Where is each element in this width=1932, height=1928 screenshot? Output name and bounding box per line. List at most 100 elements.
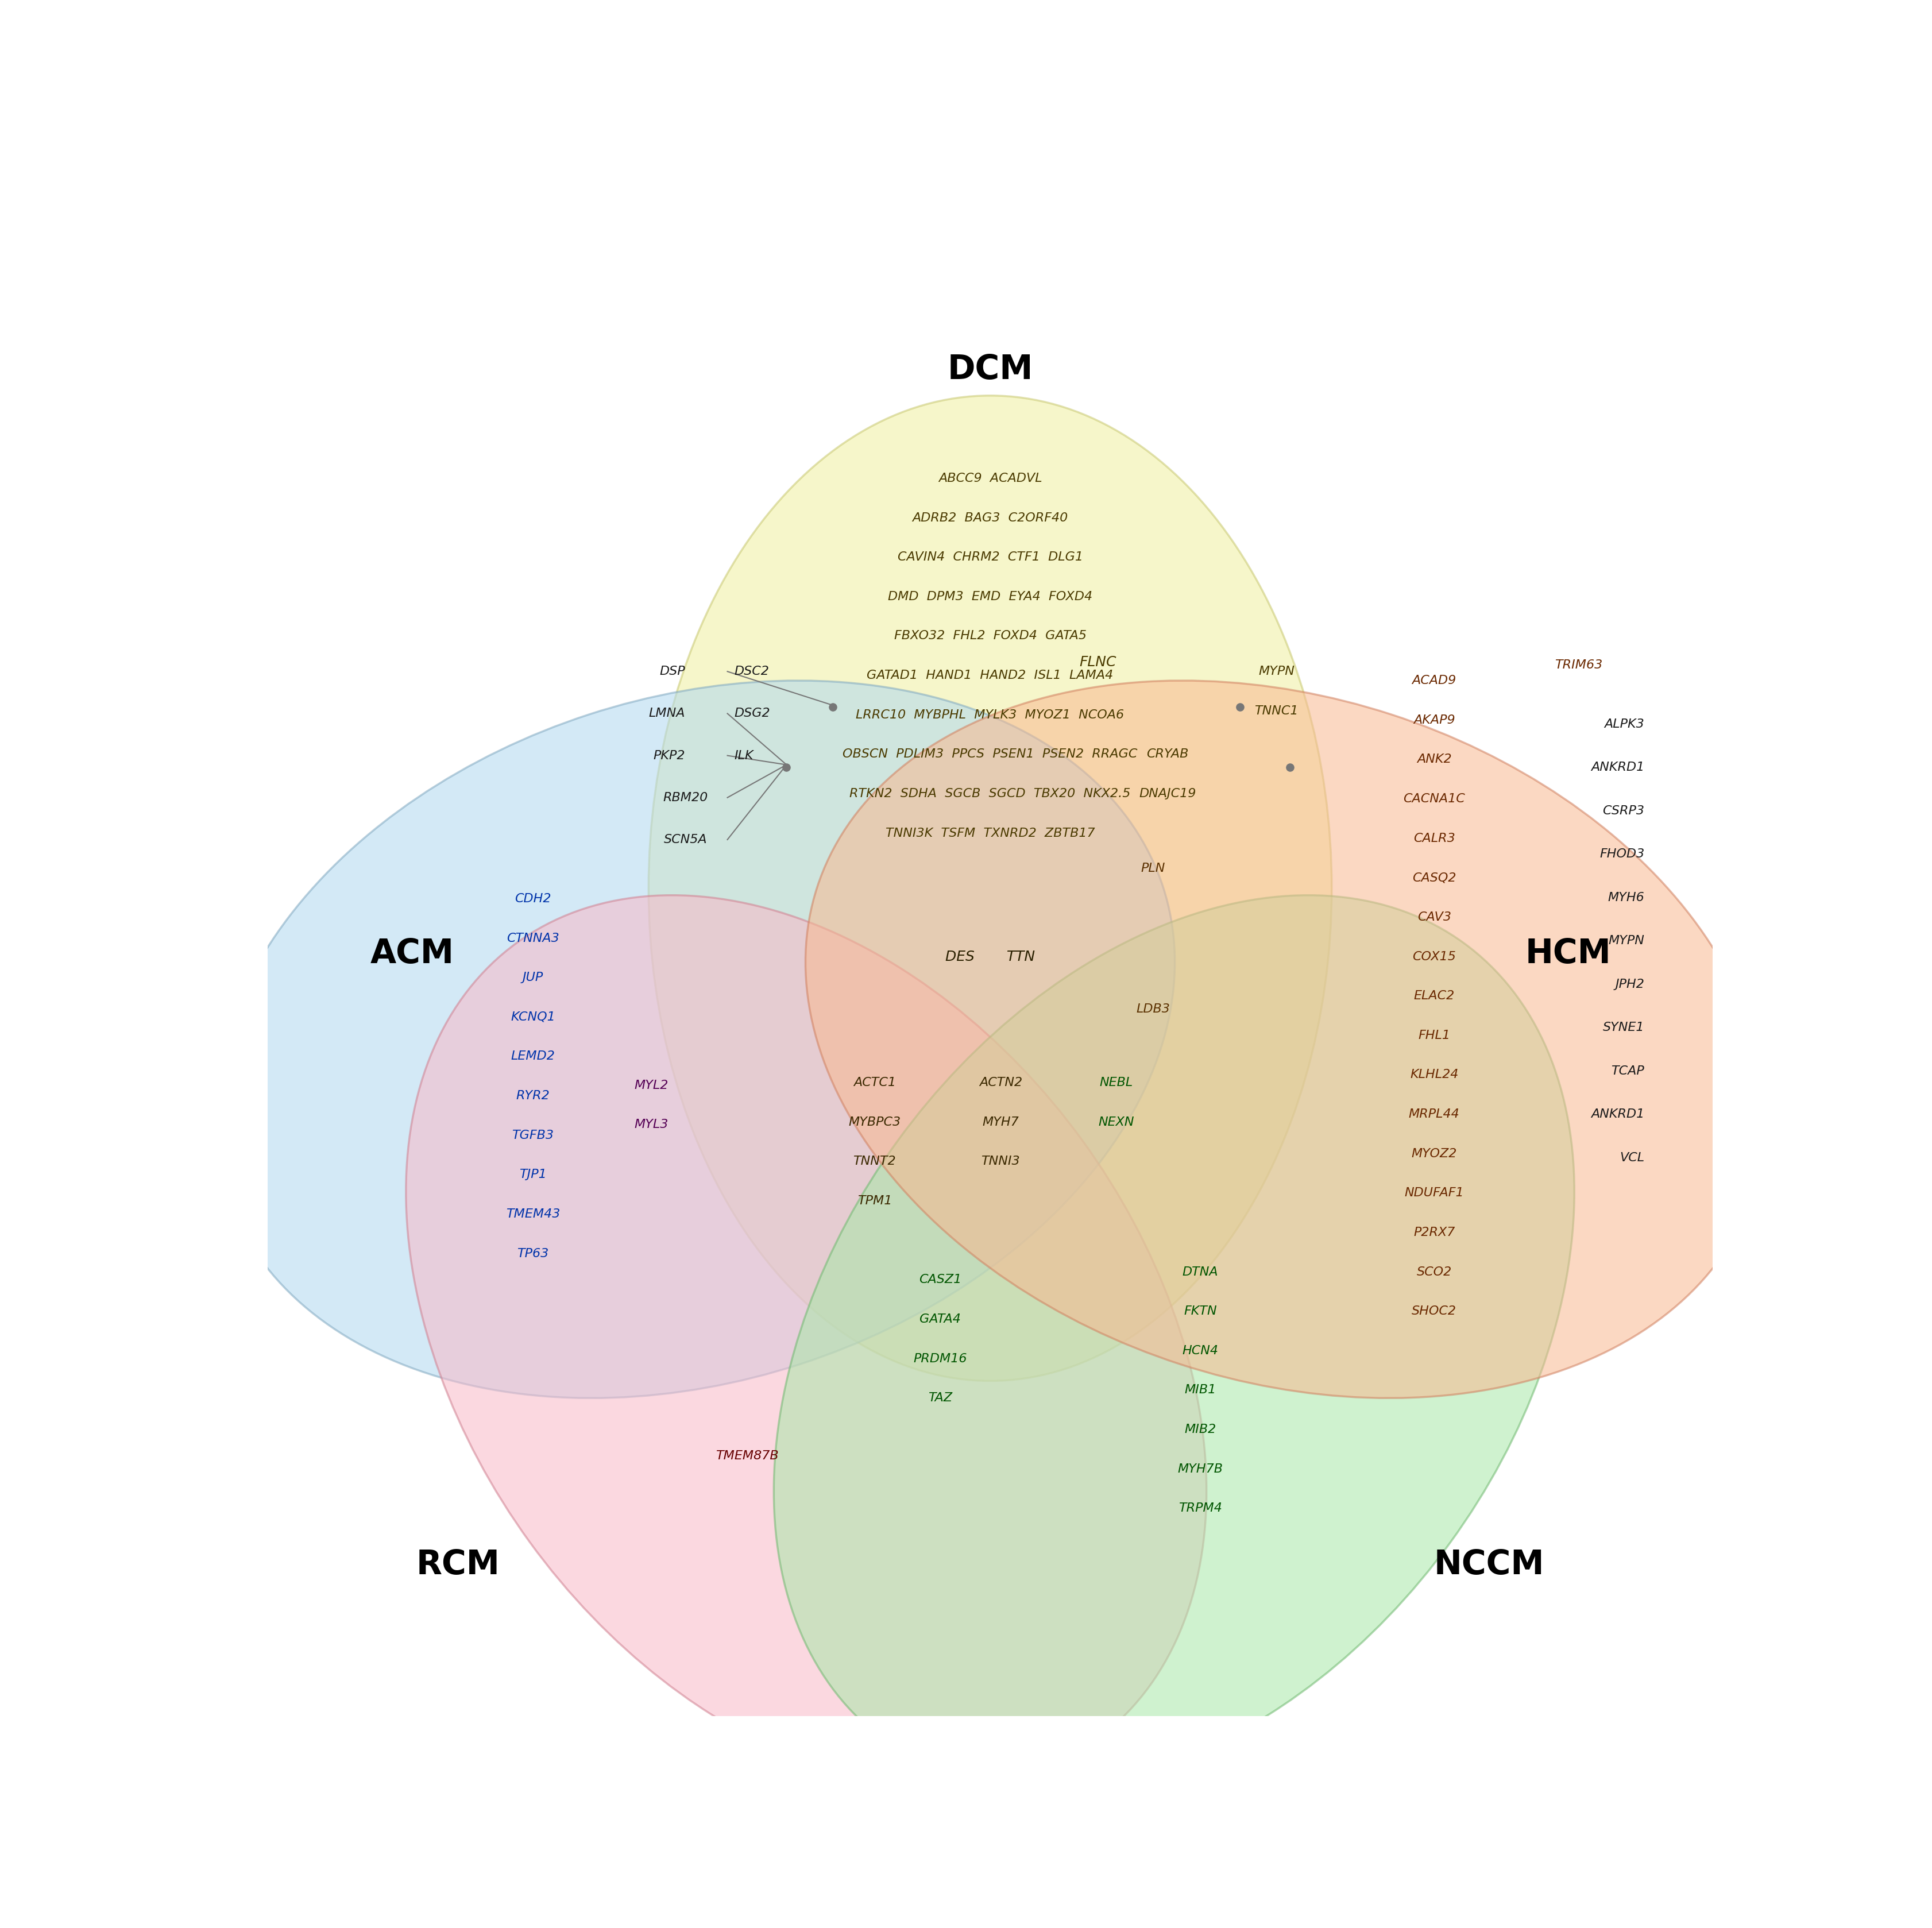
Text: TGFB3: TGFB3 xyxy=(512,1130,554,1141)
Text: NCCM: NCCM xyxy=(1434,1548,1546,1581)
Text: AKAP9: AKAP9 xyxy=(1414,715,1455,725)
Ellipse shape xyxy=(214,681,1175,1398)
Text: TRIM63: TRIM63 xyxy=(1555,659,1604,671)
Text: MRPL44: MRPL44 xyxy=(1408,1109,1461,1120)
Text: NEBL: NEBL xyxy=(1099,1078,1132,1089)
Ellipse shape xyxy=(775,895,1575,1787)
Text: KLHL24: KLHL24 xyxy=(1410,1068,1459,1080)
Text: TNNI3: TNNI3 xyxy=(981,1155,1020,1166)
Text: CRYAB: CRYAB xyxy=(1146,748,1188,760)
Text: TCAP: TCAP xyxy=(1611,1064,1644,1076)
Text: LMNA: LMNA xyxy=(649,708,686,719)
Text: ELAC2: ELAC2 xyxy=(1414,991,1455,1003)
Text: ANK2: ANK2 xyxy=(1416,754,1451,765)
Text: CACNA1C: CACNA1C xyxy=(1403,792,1464,804)
Text: TNNI3K  TSFM  TXNRD2  ZBTB17: TNNI3K TSFM TXNRD2 ZBTB17 xyxy=(885,827,1095,839)
Text: CAV3: CAV3 xyxy=(1418,912,1451,924)
Text: MYH6: MYH6 xyxy=(1607,891,1644,902)
Text: MYH7: MYH7 xyxy=(981,1116,1018,1128)
Text: ANKRD1: ANKRD1 xyxy=(1590,762,1644,773)
Text: DMD  DPM3  EMD  EYA4  FOXD4: DMD DPM3 EMD EYA4 FOXD4 xyxy=(889,590,1092,602)
Text: VCL: VCL xyxy=(1619,1151,1644,1163)
Text: SYNE1: SYNE1 xyxy=(1604,1022,1644,1033)
Text: SCN5A: SCN5A xyxy=(665,835,707,844)
Text: KCNQ1: KCNQ1 xyxy=(510,1012,554,1022)
Text: MYH7B: MYH7B xyxy=(1179,1463,1223,1475)
Text: DSC2: DSC2 xyxy=(734,665,769,677)
Text: TAZ: TAZ xyxy=(927,1392,952,1404)
Text: MYBPC3: MYBPC3 xyxy=(848,1116,900,1128)
Text: LRRC10  MYBPHL  MYLK3  MYOZ1  NCOA6: LRRC10 MYBPHL MYLK3 MYOZ1 NCOA6 xyxy=(856,710,1124,721)
Text: FLNC: FLNC xyxy=(1080,656,1117,669)
Text: TP63: TP63 xyxy=(518,1247,549,1259)
Text: CTNNA3: CTNNA3 xyxy=(506,933,558,945)
Text: CAVIN4  CHRM2  CTF1  DLG1: CAVIN4 CHRM2 CTF1 DLG1 xyxy=(896,551,1084,563)
Text: TPM1: TPM1 xyxy=(858,1195,893,1207)
Text: PLN: PLN xyxy=(1142,864,1165,873)
Text: ILK: ILK xyxy=(734,750,753,762)
Text: DES       TTN: DES TTN xyxy=(945,951,1036,964)
Text: MIB2: MIB2 xyxy=(1184,1423,1217,1434)
Text: MIB1: MIB1 xyxy=(1184,1384,1217,1396)
Text: ANKRD1: ANKRD1 xyxy=(1590,1109,1644,1120)
Text: JPH2: JPH2 xyxy=(1615,977,1644,989)
Text: DNAJC19: DNAJC19 xyxy=(1140,789,1196,800)
Text: HCN4: HCN4 xyxy=(1182,1346,1219,1357)
Text: CASZ1: CASZ1 xyxy=(920,1274,962,1286)
Text: PRDM16: PRDM16 xyxy=(914,1353,968,1365)
Point xyxy=(817,692,848,723)
Text: CDH2: CDH2 xyxy=(514,893,551,904)
Text: ABCC9  ACADVL: ABCC9 ACADVL xyxy=(939,472,1041,484)
Text: FHL1: FHL1 xyxy=(1418,1030,1451,1041)
Text: TMEM87B: TMEM87B xyxy=(715,1450,779,1461)
Text: SCO2: SCO2 xyxy=(1416,1267,1451,1278)
Text: MYL2: MYL2 xyxy=(634,1080,668,1091)
Text: DTNA: DTNA xyxy=(1182,1267,1219,1278)
Text: TNNT2: TNNT2 xyxy=(854,1155,896,1166)
Text: HCM: HCM xyxy=(1524,937,1611,970)
Text: COX15: COX15 xyxy=(1412,951,1457,962)
Text: ACTC1: ACTC1 xyxy=(854,1078,896,1089)
Text: NEXN: NEXN xyxy=(1097,1116,1134,1128)
Text: FHOD3: FHOD3 xyxy=(1600,848,1644,860)
Text: NDUFAF1: NDUFAF1 xyxy=(1405,1188,1464,1199)
Text: DSG2: DSG2 xyxy=(734,708,771,719)
Text: TMEM43: TMEM43 xyxy=(506,1209,560,1220)
Point xyxy=(771,752,802,783)
Text: RBM20: RBM20 xyxy=(663,792,707,804)
Text: SHOC2: SHOC2 xyxy=(1412,1305,1457,1317)
Text: MYL3: MYL3 xyxy=(634,1118,668,1130)
Text: CALR3: CALR3 xyxy=(1414,833,1455,844)
Text: LDB3: LDB3 xyxy=(1136,1003,1171,1014)
Text: ALPK3: ALPK3 xyxy=(1604,719,1644,731)
Ellipse shape xyxy=(806,681,1766,1398)
Text: PKP2: PKP2 xyxy=(653,750,686,762)
Text: DCM: DCM xyxy=(947,353,1034,386)
Text: RTKN2  SDHA  SGCB  SGCD  TBX20  NKX2.5: RTKN2 SDHA SGCB SGCD TBX20 NKX2.5 xyxy=(850,789,1130,800)
Text: CASQ2: CASQ2 xyxy=(1412,871,1457,883)
Text: LEMD2: LEMD2 xyxy=(510,1051,554,1062)
Text: FKTN: FKTN xyxy=(1184,1305,1217,1317)
Text: JUP: JUP xyxy=(522,972,543,983)
Text: CSRP3: CSRP3 xyxy=(1602,806,1644,816)
Point xyxy=(1275,752,1306,783)
Text: DSP: DSP xyxy=(659,665,686,677)
Text: ACTN2: ACTN2 xyxy=(980,1078,1022,1089)
Text: GATAD1  HAND1  HAND2  ISL1  LAMA4: GATAD1 HAND1 HAND2 ISL1 LAMA4 xyxy=(867,669,1113,681)
Text: ADRB2  BAG3  C2ORF40: ADRB2 BAG3 C2ORF40 xyxy=(912,513,1068,524)
Text: MYPN: MYPN xyxy=(1258,665,1294,677)
Text: ACAD9: ACAD9 xyxy=(1412,675,1457,686)
Text: TJP1: TJP1 xyxy=(520,1168,547,1180)
Text: ACM: ACM xyxy=(371,937,454,970)
Text: P2RX7: P2RX7 xyxy=(1414,1226,1455,1238)
Text: RCM: RCM xyxy=(415,1548,500,1581)
Ellipse shape xyxy=(406,895,1206,1787)
Text: MYPN: MYPN xyxy=(1607,935,1644,947)
Text: TRPM4: TRPM4 xyxy=(1179,1502,1223,1513)
Text: RYR2: RYR2 xyxy=(516,1089,551,1101)
Text: TNNC1: TNNC1 xyxy=(1254,706,1298,717)
Text: FBXO32  FHL2  FOXD4  GATA5: FBXO32 FHL2 FOXD4 GATA5 xyxy=(895,630,1086,642)
Text: OBSCN  PDLIM3  PPCS  PSEN1  PSEN2  RRAGC: OBSCN PDLIM3 PPCS PSEN1 PSEN2 RRAGC xyxy=(842,748,1138,760)
Text: GATA4: GATA4 xyxy=(920,1313,960,1325)
Point xyxy=(1225,692,1256,723)
